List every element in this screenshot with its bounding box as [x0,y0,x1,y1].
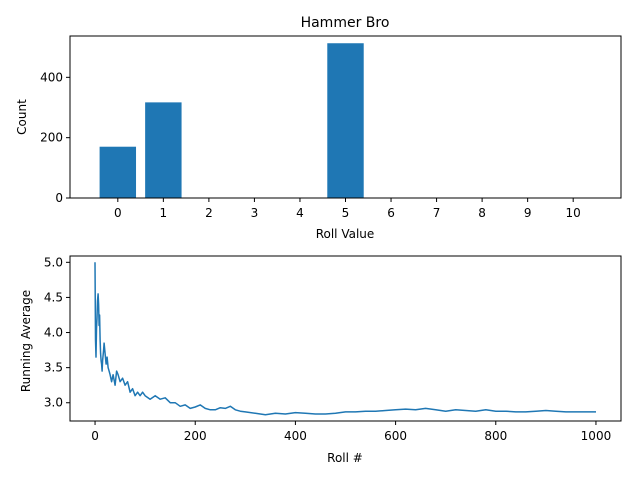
bar-x-tick-label: 2 [205,206,213,220]
line-x-tick-label: 400 [284,429,307,443]
bar-x-tick-label: 4 [296,206,304,220]
bar-5 [327,43,364,199]
line-y-tick-label: 3.5 [44,361,63,375]
line-y-tick-label: 3.0 [44,396,63,410]
line-x-tick-label: 600 [384,429,407,443]
line-y-axis-label: Running Average [19,290,33,392]
bar-x-ticks: 0 1 2 3 4 5 6 7 8 9 10 [114,198,581,220]
bar-x-tick-label: 6 [387,206,395,220]
line-y-tick-label: 4.5 [44,290,63,304]
bar-y-tick-label: 0 [55,191,63,205]
line-x-tick-label: 1000 [581,429,612,443]
bar-chart-title: Hammer Bro [301,15,390,31]
bar-x-tick-label: 10 [566,206,581,220]
bar-x-tick-label: 9 [524,206,532,220]
bar-x-tick-label: 0 [114,206,122,220]
bar-series [99,43,364,199]
bar-x-axis-label: Roll Value [316,227,375,241]
line-y-tick-label: 4.0 [44,326,63,340]
bar-x-tick-label: 8 [478,206,486,220]
bar-x-tick-label: 5 [342,206,350,220]
line-y-tick-label: 5.0 [44,255,63,269]
bar-x-tick-label: 3 [251,206,259,220]
line-chart: 0 200 400 600 800 1000 3.0 3.5 4.0 4.5 5.0 Roll #… [19,255,622,465]
bar-y-ticks: 0 200 400 [40,70,70,205]
running-average-line [94,262,596,416]
line-plot-frame [69,255,622,422]
bar-plot-frame [69,35,622,199]
bar-x-tick-label: 1 [160,206,168,220]
bar-x-tick-label: 7 [433,206,441,220]
bar-chart: Hammer Bro 0 1 2 3 4 5 6 7 8 9 10 0 200 400 Roll Val… [15,15,622,241]
bar-y-tick-label: 200 [40,131,63,145]
bar-y-axis-label: Count [15,99,29,135]
line-y-ticks: 3.0 3.5 4.0 4.5 5.0 [44,255,70,410]
bar-1 [145,102,182,198]
bar-y-tick-label: 400 [40,70,63,84]
bar-0 [99,146,137,198]
line-x-tick-label: 800 [484,429,507,443]
line-x-ticks: 0 200 400 600 800 1000 [91,421,611,443]
line-x-tick-label: 0 [91,429,99,443]
line-x-tick-label: 200 [184,429,207,443]
line-x-axis-label: Roll # [327,451,363,465]
